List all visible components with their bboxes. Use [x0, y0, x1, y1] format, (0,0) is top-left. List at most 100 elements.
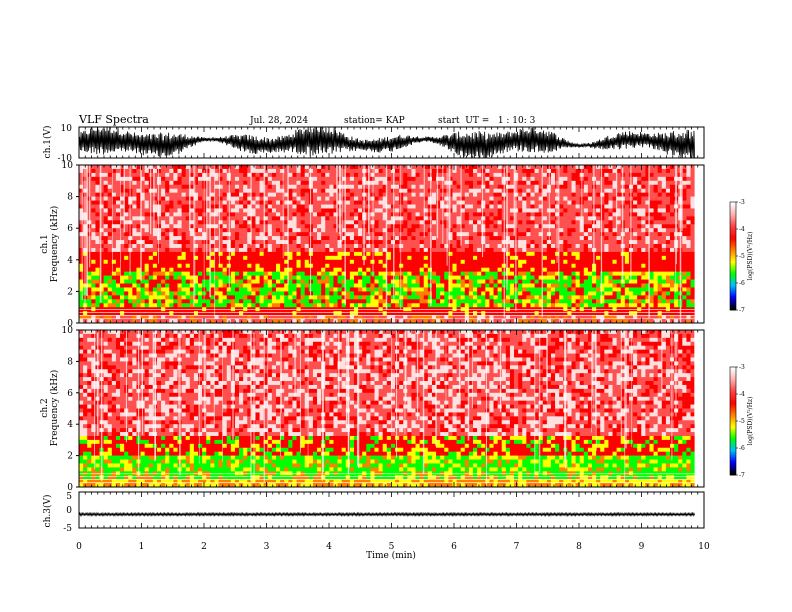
spectrogram-cell — [530, 307, 535, 312]
spectrogram-cell — [575, 247, 580, 253]
spectrogram-cell — [243, 216, 248, 221]
spectrogram-cell — [280, 315, 285, 320]
spectrogram-cell — [317, 168, 322, 174]
spectrogram-cell — [567, 188, 572, 193]
spectrogram-cell — [136, 184, 141, 189]
spectrogram-cell — [185, 299, 191, 304]
spectrogram-cell — [189, 259, 195, 265]
spectrogram-cell — [218, 244, 223, 249]
spectrogram-cell — [325, 224, 330, 229]
spectrogram-cell — [169, 220, 174, 225]
spectrogram-cell — [79, 228, 84, 233]
spectrogram-cell — [140, 283, 145, 288]
spectrogram-cell — [411, 200, 416, 205]
spectrogram-cell — [358, 216, 363, 221]
spectrogram-cell — [444, 315, 449, 320]
spectrogram-cell — [530, 220, 535, 225]
spectrogram-cell — [124, 212, 129, 217]
spectrogram-cell — [300, 299, 306, 304]
spectrogram-cell — [124, 236, 129, 241]
spectrogram-cell — [280, 228, 285, 233]
spectrogram-cell — [489, 200, 494, 205]
spectrogram-cell — [202, 315, 207, 320]
spectrogram-cell — [460, 216, 466, 221]
spectrogram-cell — [259, 303, 264, 308]
spectrogram-cell — [530, 228, 535, 233]
spectrogram-cell — [87, 279, 92, 284]
spectrogram-cell — [292, 244, 297, 249]
spectrogram-cell — [230, 228, 236, 233]
spectrogram-cell — [124, 291, 129, 296]
spectrogram-cell — [333, 224, 338, 229]
spectrogram-cell — [95, 251, 100, 257]
spectrogram-cell — [173, 224, 178, 229]
spectrogram-cell — [448, 247, 453, 253]
spectrogram-cell — [222, 311, 228, 316]
spectrogram-cell — [485, 165, 490, 170]
spectrogram-cell — [378, 165, 383, 170]
spectrogram-cell — [464, 319, 470, 324]
spectrogram-cell — [292, 216, 297, 221]
spectrogram-cell — [452, 232, 457, 237]
spectrogram-cell — [575, 240, 580, 245]
spectrogram-cell — [198, 236, 203, 241]
spectrogram-cell — [415, 220, 420, 225]
spectrogram-cell — [210, 263, 215, 268]
spectrogram-cell — [493, 228, 498, 233]
spectrogram-cell — [292, 228, 297, 233]
spectrogram-cell — [571, 255, 576, 261]
spectrogram-cell — [198, 212, 203, 217]
spectrogram-cell — [341, 271, 347, 276]
spectrogram-cell — [563, 311, 568, 316]
spectrogram-cell — [300, 244, 306, 249]
spectrogram-cell — [349, 172, 355, 178]
spectrogram-cell — [378, 307, 383, 312]
spectrogram-cell — [161, 259, 166, 265]
spectrogram-cell — [276, 220, 281, 225]
spectrogram-cell — [419, 165, 425, 170]
spectrogram-cell — [317, 267, 322, 272]
spectrogram-cell — [181, 315, 186, 320]
spectrogram-cell — [358, 251, 363, 257]
spectrogram-cell — [436, 228, 441, 233]
spectrogram-cell — [509, 303, 515, 308]
spectrogram-cell — [415, 236, 420, 241]
spectrogram-cell — [120, 168, 125, 174]
spectrogram-cell — [263, 283, 269, 288]
spectrogram-cell — [325, 204, 330, 209]
spectrogram-cell — [317, 263, 322, 268]
spectrogram-cell — [189, 192, 195, 197]
spectrogram-cell — [534, 180, 539, 186]
spectrogram-cell — [165, 184, 170, 189]
spectrogram-cell — [567, 240, 572, 245]
spectrogram-cell — [587, 184, 593, 189]
spectrogram-cell — [230, 247, 236, 253]
spectrogram-cell — [362, 263, 367, 268]
spectrogram-cell — [587, 188, 593, 193]
spectrogram-cell — [427, 319, 433, 324]
spectrogram-cell — [431, 299, 437, 304]
spectrogram-cell — [312, 165, 318, 170]
spectrogram-cell — [79, 168, 84, 174]
spectrogram-cell — [79, 224, 84, 229]
spectrogram-cell — [189, 208, 195, 213]
spectrogram-cell — [427, 165, 433, 170]
spectrogram-cell — [456, 184, 461, 189]
spectrogram-cell — [271, 165, 277, 170]
spectrogram-cell — [407, 315, 412, 320]
spectrogram-cell — [341, 176, 347, 182]
spectrogram-cell — [292, 212, 297, 217]
spectrogram-cell — [185, 184, 191, 189]
spectrogram-cell — [222, 168, 228, 174]
spectrogram-cell — [259, 279, 264, 284]
spectrogram-cell — [144, 267, 150, 272]
spectrogram-cell — [259, 291, 264, 296]
spectrogram-cell — [111, 176, 117, 182]
spectrogram-cell — [292, 271, 297, 276]
spectrogram-cell — [444, 255, 449, 261]
spectrogram-cell — [485, 319, 490, 324]
spectrogram-cell — [271, 244, 277, 249]
spectrogram-cell — [95, 184, 100, 189]
spectrogram-cell — [579, 275, 585, 280]
spectrogram-cell — [132, 271, 137, 276]
